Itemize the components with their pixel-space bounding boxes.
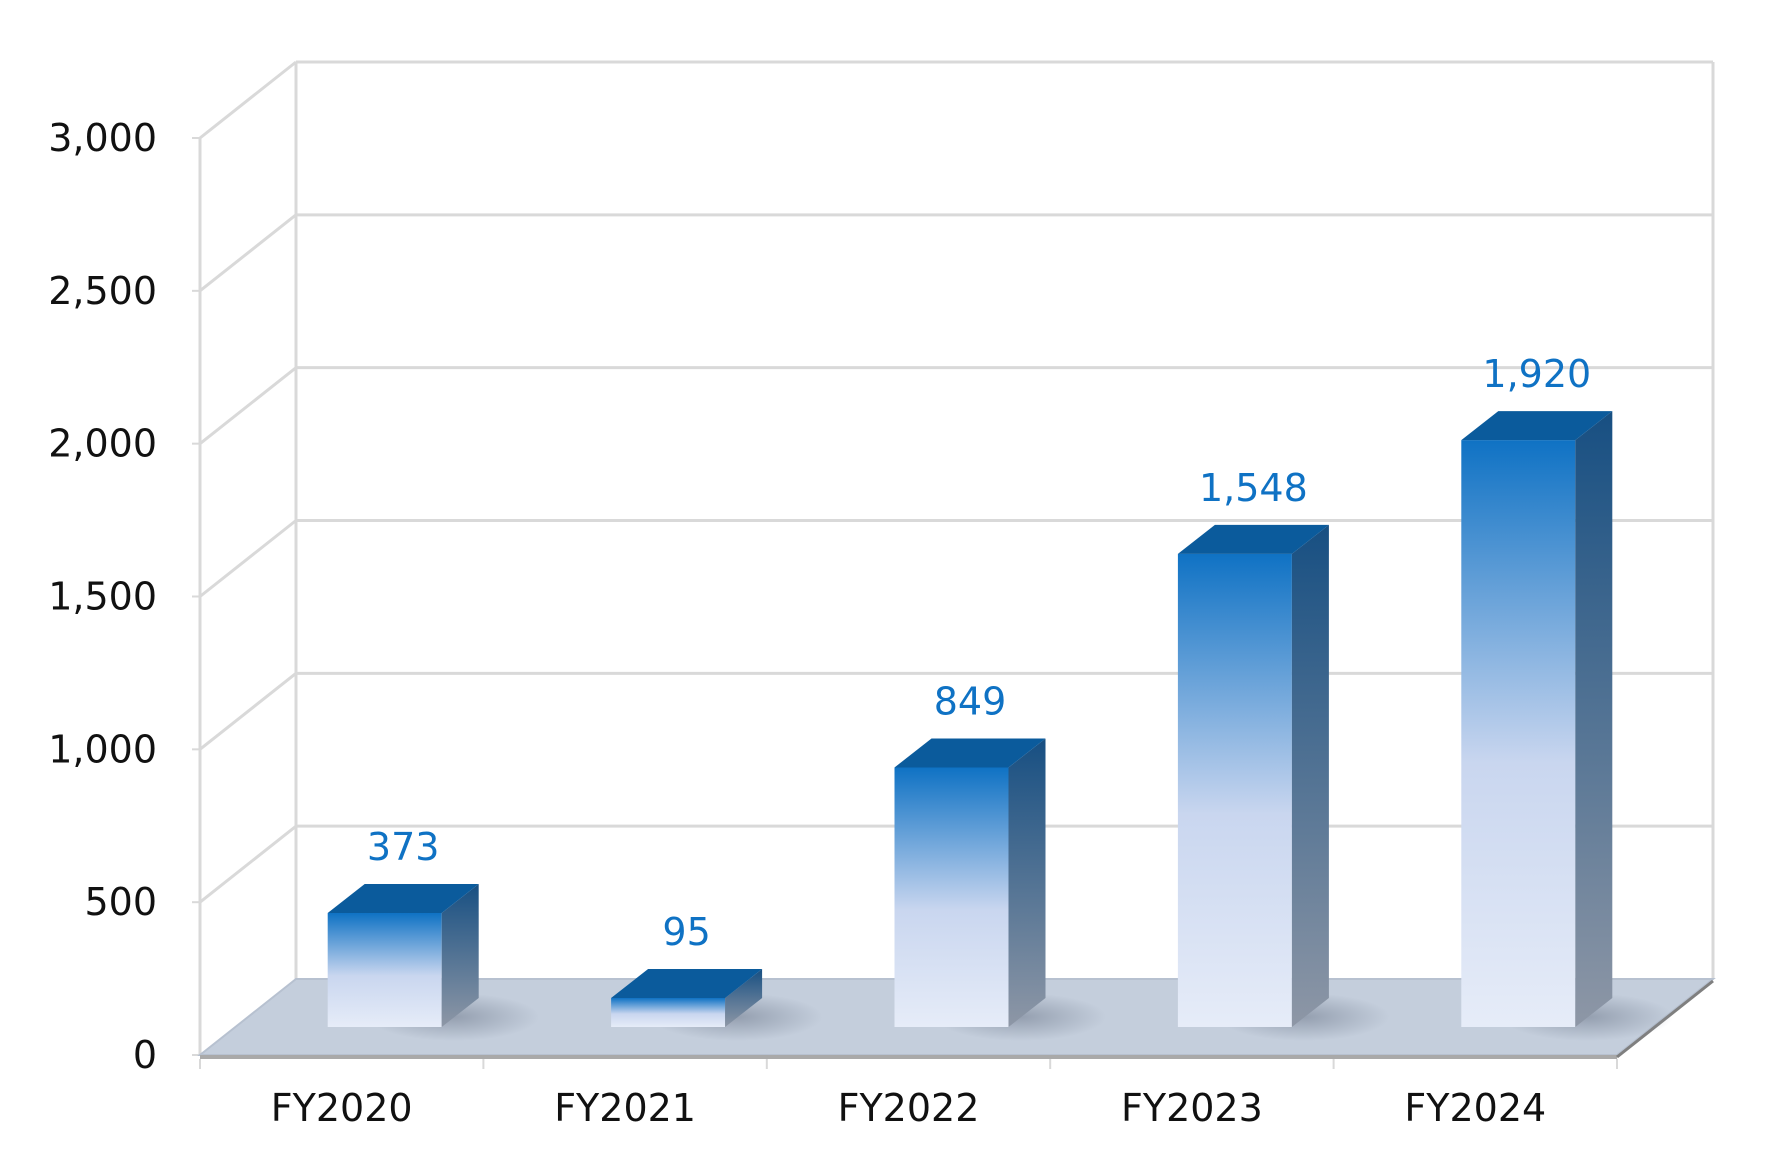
x-tick-label-FY2022: FY2022 — [838, 1086, 980, 1130]
y-axis-tick-labels: 0 500 1,000 1,500 2,000 2,500 3,000 — [48, 116, 157, 1077]
bar-side-FY2022 — [1008, 738, 1046, 1027]
x-tick-label-FY2021: FY2021 — [554, 1086, 696, 1130]
data-labels: 373 95 849 1,548 1,920 — [367, 352, 1591, 954]
y-tick-label-4: 2,000 — [48, 422, 157, 466]
gridline-side-3 — [199, 519, 297, 598]
bar-FY2023 — [1177, 553, 1292, 1027]
y-tick-label-3: 1,500 — [48, 575, 157, 619]
bar-cap-FY2021 — [611, 968, 763, 998]
bar-FY2020 — [327, 912, 442, 1027]
gridline-side-5 — [199, 213, 297, 293]
x-axis-tick-labels: FY2020 FY2021 FY2022 FY2023 FY2024 — [271, 1086, 1546, 1130]
data-label-FY2022: 849 — [934, 679, 1007, 723]
bar-FY2024 — [1461, 440, 1576, 1027]
bar-side-FY2020 — [441, 883, 479, 1027]
bar-FY2021 — [611, 997, 726, 1027]
gridline-side-4 — [199, 366, 297, 445]
y-tick-label-2: 1,000 — [48, 727, 157, 771]
gridline-side-6 — [199, 60, 297, 140]
bar-cap-FY2020 — [327, 883, 479, 913]
x-tick-label-FY2024: FY2024 — [1404, 1086, 1546, 1130]
y-tick-label-0: 0 — [133, 1033, 157, 1077]
bars — [327, 411, 1673, 1041]
data-label-FY2024: 1,920 — [1482, 352, 1591, 396]
data-label-FY2020: 373 — [367, 825, 440, 869]
bar-cap-FY2024 — [1461, 411, 1613, 441]
y-tick-label-1: 500 — [84, 880, 157, 924]
x-tick-label-FY2020: FY2020 — [271, 1086, 413, 1130]
bar-FY2022 — [894, 767, 1009, 1027]
y-tick-label-5: 2,500 — [48, 269, 157, 313]
data-label-FY2023: 1,548 — [1199, 466, 1308, 510]
bar-side-FY2021 — [725, 968, 763, 1027]
bar-side-FY2023 — [1291, 524, 1329, 1027]
y-tick-label-6: 3,000 — [48, 116, 157, 160]
bar-cap-FY2023 — [1177, 524, 1329, 554]
x-tick-label-FY2023: FY2023 — [1121, 1086, 1263, 1130]
gridline-side-2 — [199, 672, 297, 751]
bar-side-FY2024 — [1575, 411, 1613, 1027]
data-label-FY2021: 95 — [662, 910, 710, 954]
bar-cap-FY2022 — [894, 738, 1046, 768]
gridline-side-1 — [199, 824, 297, 904]
